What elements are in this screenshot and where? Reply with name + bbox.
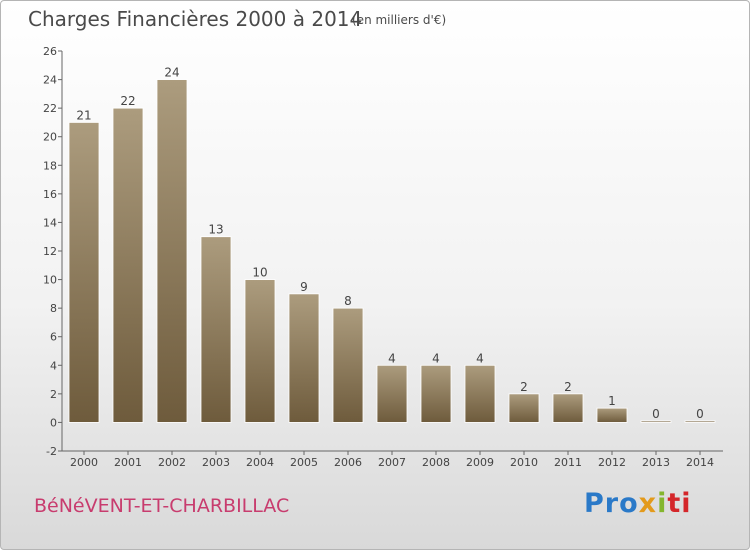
y-tick-label: 4 (50, 359, 57, 372)
y-tick-label: 8 (50, 302, 57, 315)
x-tick-label: 2004 (246, 456, 274, 469)
y-tick-label: 24 (43, 74, 57, 87)
y-tick-label: 20 (43, 131, 57, 144)
data-label: 1 (608, 394, 616, 408)
bar (332, 307, 364, 423)
data-label: 21 (76, 108, 91, 122)
data-label: 24 (164, 66, 179, 80)
x-tick-label: 2001 (114, 456, 142, 469)
x-tick-label: 2006 (334, 456, 362, 469)
x-tick-label: 2011 (554, 456, 582, 469)
x-tick-label: 2000 (70, 456, 98, 469)
bar (420, 364, 452, 423)
y-tick-label: 22 (43, 102, 57, 115)
data-label: 4 (388, 351, 396, 365)
bar (156, 79, 188, 423)
y-tick-label: -2 (46, 445, 57, 458)
y-tick-label: 18 (43, 159, 57, 172)
bar (244, 279, 276, 423)
x-tick-label: 2013 (642, 456, 670, 469)
x-tick-label: 2005 (290, 456, 318, 469)
data-label: 8 (344, 294, 352, 308)
bar (112, 107, 144, 423)
x-tick-label: 2007 (378, 456, 406, 469)
y-tick-label: 0 (50, 416, 57, 429)
y-tick-label: 12 (43, 245, 57, 258)
x-tick-label: 2009 (466, 456, 494, 469)
proxiti-logo: Proxiti (584, 488, 692, 519)
y-tick-label: 6 (50, 331, 57, 344)
data-label: 4 (432, 351, 440, 365)
x-tick-label: 2012 (598, 456, 626, 469)
bar (376, 364, 408, 423)
bar (596, 407, 628, 423)
data-label: 0 (652, 407, 660, 421)
bar (508, 393, 540, 423)
town-name: BéNéVENT-ET-CHARBILLAC (34, 495, 290, 517)
x-tick-label: 2014 (686, 456, 714, 469)
bar (552, 393, 584, 423)
bar (640, 420, 672, 423)
data-label: 2 (564, 380, 572, 394)
logo-part: Pro (584, 488, 639, 519)
data-label: 2 (520, 380, 528, 394)
x-tick-label: 2008 (422, 456, 450, 469)
x-tick-label: 2003 (202, 456, 230, 469)
logo-part: ti (667, 488, 692, 519)
data-label: 0 (696, 407, 704, 421)
data-label: 13 (208, 223, 223, 237)
y-tick-label: 14 (43, 216, 57, 229)
y-tick-label: 10 (43, 274, 57, 287)
bar (68, 122, 100, 423)
data-label: 4 (476, 351, 484, 365)
bar (200, 236, 232, 423)
bar (464, 364, 496, 423)
logo-part: i (657, 488, 668, 519)
data-label: 9 (300, 280, 308, 294)
y-tick-label: 26 (43, 45, 57, 58)
x-tick-label: 2002 (158, 456, 186, 469)
x-tick-label: 2010 (510, 456, 538, 469)
chart-title: Charges Financières 2000 à 2014 (28, 7, 363, 31)
y-tick-label: 2 (50, 388, 57, 401)
data-label: 22 (120, 94, 135, 108)
data-label: 10 (252, 266, 267, 280)
bar (288, 293, 320, 423)
logo-part: x (638, 488, 658, 519)
bar (684, 420, 716, 423)
chart-subtitle: (en milliers d'€) (352, 13, 447, 27)
y-tick-label: 16 (43, 188, 57, 201)
